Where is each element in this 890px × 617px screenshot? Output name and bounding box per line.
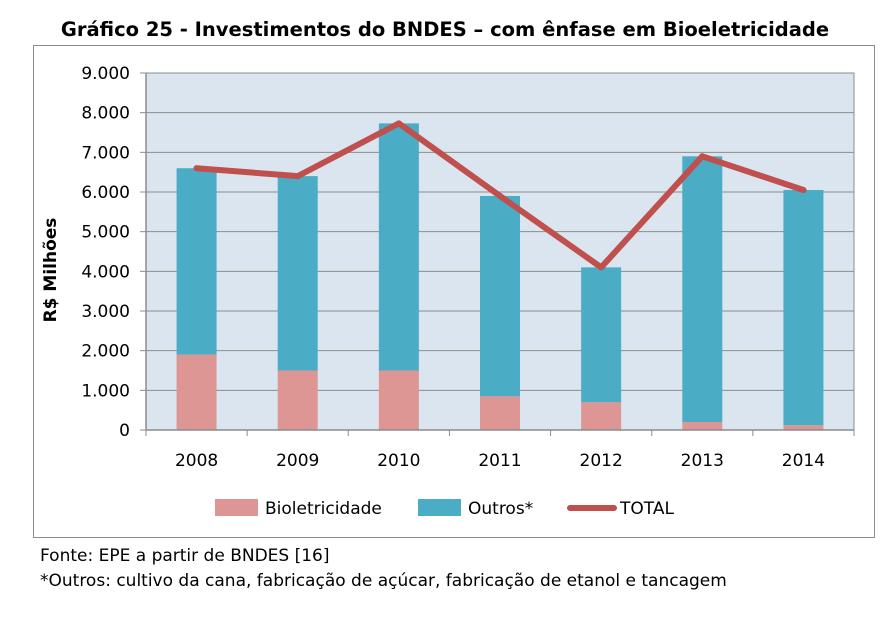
x-tick-label-2010: 2010 [377,451,420,471]
outros-bar-2012 [581,267,622,403]
y-tick-label: 0 [119,421,130,441]
outros-bar-2009 [277,176,318,371]
total-line [193,120,807,271]
total-point-2013 [699,153,706,160]
legend-swatch-outros [418,499,461,516]
total-point-2014 [800,187,807,194]
chart-title: Gráfico 25 - Investimentos do BNDES – co… [60,18,830,41]
bars [176,123,824,430]
legend-label-bioletricidade: Bioletricidade [265,499,382,519]
legend: Bioletricidade Outros* TOTAL [215,499,674,519]
total-point-2012 [598,264,605,271]
y-axis-label: R$ Milhões [41,218,61,323]
bioletricidade-bar-2012 [581,402,622,430]
axes [140,72,855,436]
y-tick-label: 7.000 [81,143,130,163]
outros-bar-2014 [783,190,824,426]
x-tick-label-2014: 2014 [782,451,825,471]
x-tick-label-2011: 2011 [478,451,521,471]
y-tick-label: 6.000 [81,183,130,203]
bioletricidade-bar-2013 [682,422,723,430]
bioletricidade-bar-2010 [378,370,419,430]
y-tick-label: 3.000 [81,302,130,322]
y-tick-label: 2.000 [81,342,130,362]
total-point-2011 [497,192,503,199]
y-tick-labels: 0 1.000 2.000 3.000 4.000 5.000 6.000 7.000 8.00… [81,64,130,441]
y-tick-label: 9.000 [81,64,130,84]
y-tick-label: 8.000 [81,104,130,124]
bioletricidade-bar-2009 [277,370,318,430]
x-tick-labels: 2008 2009 2010 2011 2012 2013 2014 [175,451,825,471]
total-point-2009 [294,173,301,180]
outros-bar-2010 [378,123,419,371]
outros-footnote: *Outros: cultivo da cana, fabricação de … [40,571,727,591]
x-tick-label-2012: 2012 [580,451,623,471]
y-tick-label: 1.000 [81,381,130,401]
outros-bar-2013 [682,156,723,423]
legend-label-outros: Outros* [468,499,533,519]
total-point-2010 [395,120,402,127]
y-tick-label: 4.000 [81,262,130,282]
total-point-2008 [193,165,200,172]
source-note: Fonte: EPE a partir de BNDES [16] [40,546,330,566]
x-tick-label-2008: 2008 [175,451,218,471]
x-tick-label-2013: 2013 [681,451,724,471]
legend-swatch-bioletricidade [215,499,258,516]
legend-label-total: TOTAL [619,499,674,519]
x-tick-label-2009: 2009 [276,451,319,471]
outros-bar-2011 [480,195,520,397]
bioletricidade-bar-2014 [783,425,824,430]
y-tick-label: 5.000 [81,223,130,243]
bioletricidade-bar-2008 [176,354,217,430]
outros-bar-2008 [176,168,217,355]
bioletricidade-bar-2011 [480,396,520,430]
